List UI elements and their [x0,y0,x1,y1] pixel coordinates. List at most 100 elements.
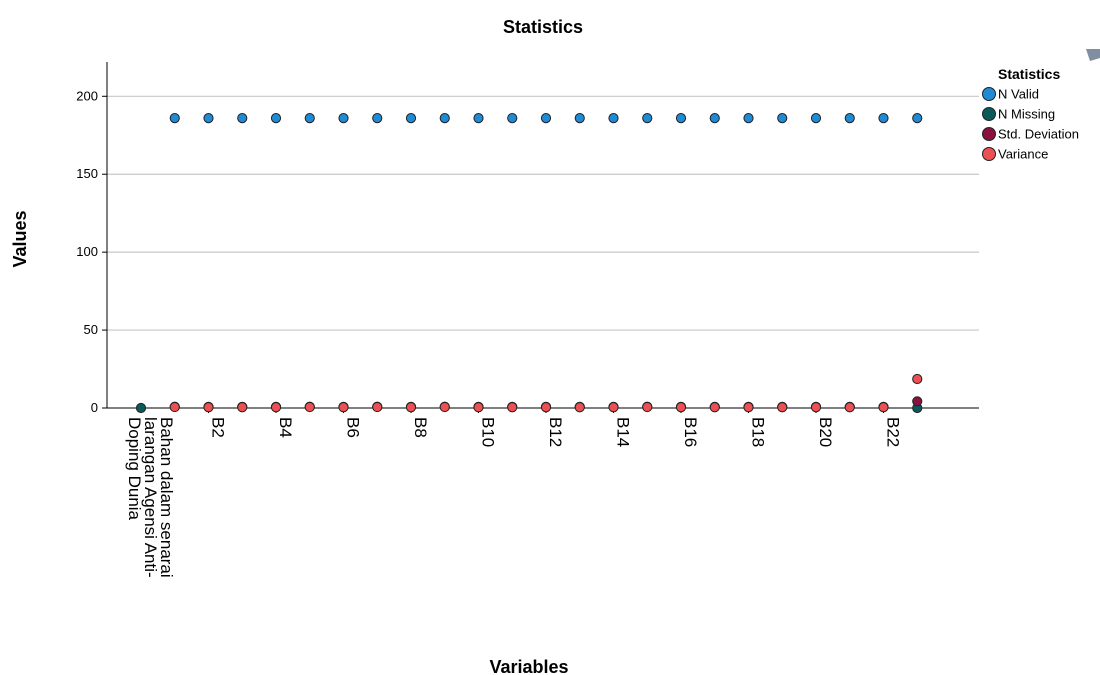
x-tick-label: B8 [411,417,430,438]
data-point [507,113,518,124]
data-point [810,113,822,124]
data-point [810,402,822,413]
legend-title: Statistics [998,66,1060,82]
corner-arrow-icon [1086,49,1100,61]
data-point [304,401,315,413]
x-tick-label-line: B4 [276,417,295,438]
data-point [743,402,754,413]
x-tick-label: B10 [479,417,498,447]
data-point [675,113,687,124]
data-point [844,113,855,124]
data-point [169,113,180,124]
data-points [135,113,923,414]
grid [107,95,979,331]
data-point [135,402,147,414]
data-point [709,402,720,413]
data-point [608,402,619,413]
y-axis-title: Values [10,210,30,267]
data-point [574,402,585,413]
x-tick-label-line: B18 [749,417,768,447]
data-point [372,113,383,124]
x-axis-title: Variables [489,657,568,675]
data-point [270,402,282,413]
legend: Statistics N Valid N Missing Std. Deviatio… [982,66,1079,162]
x-tick-label-line: B6 [344,417,363,438]
series-points [169,113,923,124]
x-tick-label-line: B2 [209,417,228,438]
data-point [203,402,214,413]
x-tick-label: B4 [276,417,295,438]
data-point [540,113,552,124]
data-point [405,402,417,413]
data-point [912,113,923,124]
data-point [912,373,923,385]
data-point [878,402,889,413]
data-point [338,113,349,124]
legend-label: N Missing [998,107,1055,122]
legend-marker [982,147,996,161]
data-point [675,402,687,413]
legend-label: N Valid [998,87,1039,102]
data-point [237,113,248,124]
y-tick-label: 50 [84,322,98,337]
x-tick-label-line: Doping Dunia [125,417,144,521]
data-point [203,113,214,124]
data-point [169,401,180,413]
y-tick-label: 0 [91,400,98,415]
data-point [642,113,653,124]
x-tick-label-line: B8 [411,417,430,438]
data-point [709,113,720,124]
data-point [405,113,417,124]
legend-marker [982,87,996,101]
data-point [338,402,349,413]
x-tick-label-line: B14 [614,417,633,447]
legend-marker [982,107,996,121]
y-ticks: 0 50 100 150 200 [76,88,107,415]
data-point [878,113,889,124]
x-tick-label-line: B12 [546,417,565,447]
chart-title: Statistics [503,17,583,37]
x-tick-label-line: B20 [816,417,835,447]
y-tick-label: 150 [76,166,98,181]
data-point [777,402,788,413]
data-point [473,402,484,413]
x-tick-label-line: B22 [884,417,903,447]
x-tick-label: B12 [546,417,565,447]
data-point [574,113,585,124]
x-tick-label-line: Bahan dalam senarai [157,417,176,578]
data-point [439,401,450,413]
data-point [743,113,754,124]
data-point [270,113,282,124]
data-point [439,113,450,124]
y-tick-label: 200 [76,88,98,103]
legend-marker [982,127,996,141]
x-tick-label: B18 [749,417,768,447]
x-tick-label: B14 [614,417,633,447]
x-tick-label-line: B16 [681,417,700,447]
x-tick-label-line: B10 [479,417,498,447]
data-point [912,396,923,407]
x-tick-label: B22 [884,417,903,447]
data-point [608,113,619,124]
legend-label: Variance [998,147,1048,162]
data-point [237,402,248,413]
data-point [507,402,518,413]
data-point [540,402,552,413]
x-tick-label: B6 [344,417,363,438]
series-points [169,373,923,413]
legend-label: Std. Deviation [998,127,1079,142]
x-tick-label-line: larangan Agensi Anti- [141,417,160,578]
data-point [473,113,484,124]
data-point [304,113,315,124]
x-tick-label: B20 [816,417,835,447]
data-point [372,401,383,413]
y-tick-label: 100 [76,244,98,259]
x-tick-label: B2 [209,417,228,438]
data-point [642,401,653,413]
data-point [777,113,788,124]
x-tick-label: B16 [681,417,700,447]
data-point [844,402,855,413]
